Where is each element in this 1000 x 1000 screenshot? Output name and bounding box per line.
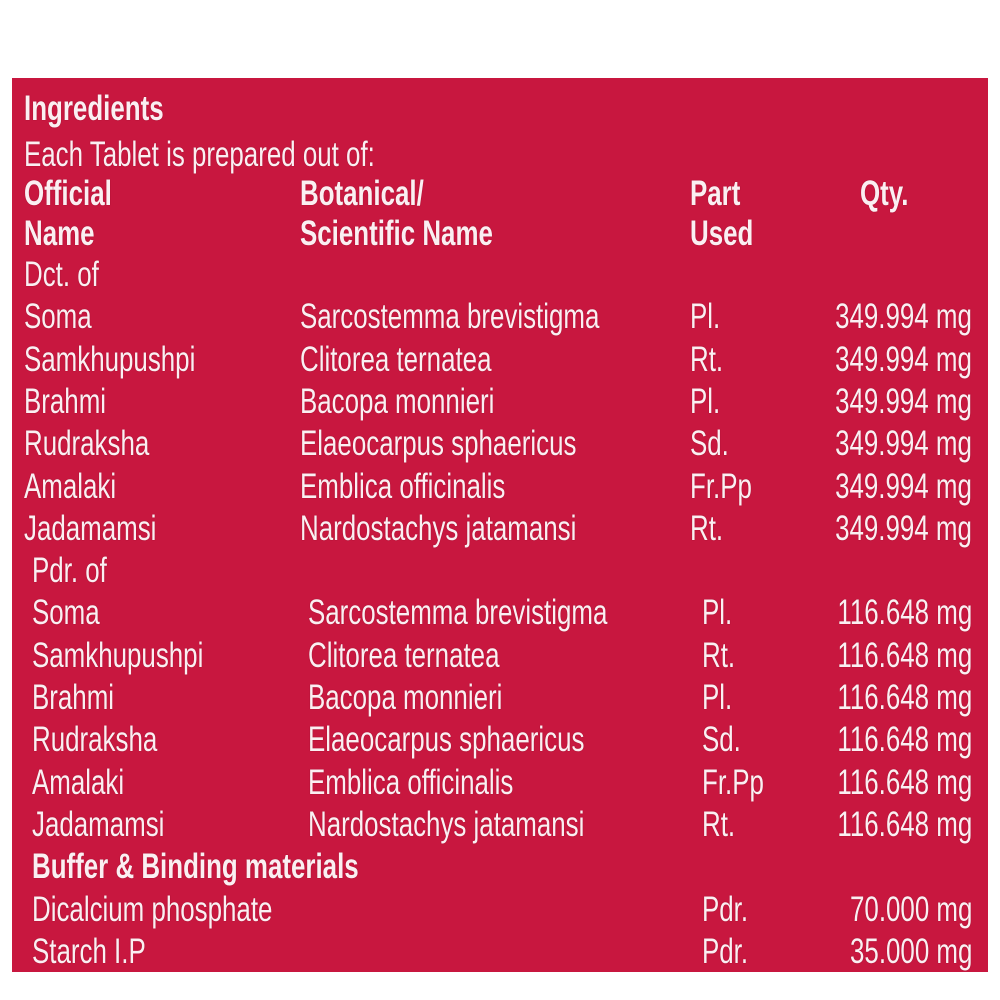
ingredient-name: Brahmi <box>24 381 107 421</box>
ingredient-row: Rudraksha Elaeocarpus sphaericus Sd. 116.64… <box>12 719 988 761</box>
ingredient-name: Starch I.P <box>32 931 146 971</box>
header-used: Used <box>690 214 754 253</box>
ingredient-row: Soma Sarcostemma brevistigma Pl. 116.648 mg <box>12 592 988 634</box>
ingredient-row: Starch I.P Pdr. 35.000 mg <box>12 931 988 973</box>
header-row-1: Official Botanical/ Part Qty. <box>12 173 988 215</box>
ingredient-name: Jadamamsi <box>32 804 165 844</box>
section-heading: Buffer & Binding materials <box>32 847 359 887</box>
quantity: 70.000 mg <box>849 889 972 929</box>
ingredient-name: Amalaki <box>24 466 117 506</box>
ingredient-name: Soma <box>32 593 100 633</box>
part-used: Fr.Pp <box>702 762 764 802</box>
section-heading-row: Dct. of <box>12 254 988 296</box>
botanical-name: Nardostachys jatamansi <box>308 804 585 844</box>
ingredient-name: Samkhupushpi <box>24 339 196 379</box>
ingredients-title: Ingredients <box>24 89 164 128</box>
header-name: Name <box>24 214 95 253</box>
header-official: Official <box>24 174 112 213</box>
ingredient-row: Amalaki Emblica officinalis Fr.Pp 349.994 m… <box>12 466 988 508</box>
ingredient-row: Soma Sarcostemma brevistigma Pl. 349.994 mg <box>12 296 988 338</box>
part-used: Pdr. <box>702 889 749 929</box>
quantity: 116.648 mg <box>837 804 972 844</box>
header-part: Part <box>690 174 741 213</box>
quantity: 349.994 mg <box>835 508 972 548</box>
part-used: Pl. <box>702 678 733 717</box>
ingredient-name: Dicalcium phosphate <box>32 889 273 929</box>
quantity: 349.994 mg <box>835 424 972 464</box>
quantity: 35.000 mg <box>849 931 972 971</box>
quantity: 349.994 mg <box>835 339 972 379</box>
quantity: 349.994 mg <box>835 297 972 337</box>
ingredient-row: Brahmi Bacopa monnieri Pl. 349.994 mg <box>12 381 988 423</box>
botanical-name: Emblica officinalis <box>300 466 506 506</box>
title-line: Ingredients <box>12 88 988 130</box>
section-heading-row: Buffer & Binding materials <box>12 846 988 888</box>
quantity: 349.994 mg <box>835 466 972 506</box>
header-qty: Qty. <box>860 174 909 213</box>
part-used: Rt. <box>702 804 736 844</box>
ingredient-row: Amalaki Emblica officinalis Fr.Pp 116.648 m… <box>12 762 988 804</box>
ingredient-row: Samkhupushpi Clitorea ternatea Rt. 116.648 … <box>12 635 988 677</box>
botanical-name: Elaeocarpus sphaericus <box>300 424 577 464</box>
part-used: Sd. <box>690 424 729 464</box>
section-heading-row: Pdr. of <box>12 550 988 592</box>
header-row-2: Name Scientific Name Used <box>12 213 988 255</box>
botanical-name: Clitorea ternatea <box>300 339 492 379</box>
quantity: 116.648 mg <box>837 593 972 633</box>
botanical-name: Nardostachys jatamansi <box>300 508 577 548</box>
ingredients-panel: Ingredients Each Tablet is prepared out … <box>12 78 988 972</box>
header-scientific-name: Scientific Name <box>300 214 493 253</box>
ingredient-name: Rudraksha <box>32 720 158 760</box>
botanical-name: Sarcostemma brevistigma <box>308 593 608 633</box>
botanical-name: Emblica officinalis <box>308 762 514 802</box>
ingredient-row: Dicalcium phosphate Pdr. 70.000 mg <box>12 889 988 931</box>
ingredient-name: Samkhupushpi <box>32 635 204 675</box>
quantity: 116.648 mg <box>837 720 972 760</box>
ingredient-row: Rudraksha Elaeocarpus sphaericus Sd. 349.99… <box>12 423 988 465</box>
ingredient-name: Amalaki <box>32 762 125 802</box>
botanical-name: Bacopa monnieri <box>308 678 503 717</box>
quantity: 116.648 mg <box>837 762 972 802</box>
botanical-name: Bacopa monnieri <box>300 381 495 421</box>
ingredient-name: Brahmi <box>32 678 115 717</box>
part-used: Rt. <box>690 339 724 379</box>
ingredient-row: Jadamamsi Nardostachys jatamansi Rt. 349.99… <box>12 508 988 550</box>
ingredient-name: Rudraksha <box>24 424 150 464</box>
section-heading: Dct. of <box>24 255 99 294</box>
section-heading: Pdr. of <box>32 551 107 591</box>
ingredient-row: Brahmi Bacopa monnieri Pl. 116.648 mg <box>12 677 988 719</box>
botanical-name: Clitorea ternatea <box>308 635 500 675</box>
ingredient-name: Soma <box>24 297 92 337</box>
part-used: Sd. <box>702 720 741 760</box>
part-used: Rt. <box>702 635 736 675</box>
subtitle: Each Tablet is prepared out of: <box>24 135 375 174</box>
quantity: 116.648 mg <box>837 678 972 717</box>
quantity: 116.648 mg <box>837 635 972 675</box>
ingredient-row: Jadamamsi Nardostachys jatamansi Rt. 116.64… <box>12 804 988 846</box>
part-used: Rt. <box>690 508 724 548</box>
quantity: 349.994 mg <box>835 381 972 421</box>
part-used: Fr.Pp <box>690 466 752 506</box>
part-used: Pl. <box>702 593 733 633</box>
header-botanical: Botanical/ <box>300 174 424 213</box>
botanical-name: Sarcostemma brevistigma <box>300 297 600 337</box>
part-used: Pdr. <box>702 931 749 971</box>
ingredient-name: Jadamamsi <box>24 508 157 548</box>
subtitle-line: Each Tablet is prepared out of: <box>12 134 988 176</box>
botanical-name: Elaeocarpus sphaericus <box>308 720 585 760</box>
part-used: Pl. <box>690 381 721 421</box>
ingredient-row: Samkhupushpi Clitorea ternatea Rt. 349.994 … <box>12 339 988 381</box>
part-used: Pl. <box>690 297 721 337</box>
